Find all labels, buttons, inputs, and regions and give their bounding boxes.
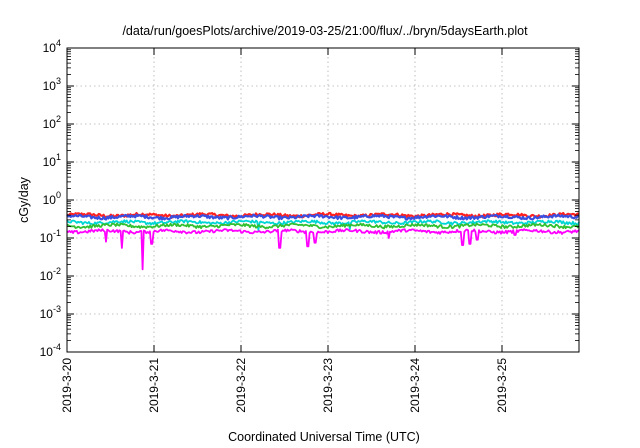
y-tick-label: 102 (43, 114, 61, 131)
x-axis-label: Coordinated Universal Time (UTC) (228, 430, 420, 444)
series-line-0 (66, 211, 580, 219)
series-line-4 (66, 228, 580, 271)
x-tick-label: 2019-3-23 (321, 358, 335, 413)
y-tick-label: 10-2 (40, 266, 61, 283)
y-tick-label: 10-3 (40, 304, 61, 321)
x-tick-label: 2019-3-20 (60, 358, 74, 413)
chart-title: /data/run/goesPlots/archive/2019-03-25/2… (122, 24, 528, 38)
y-tick-label: 100 (43, 190, 61, 207)
series-line-2 (66, 219, 580, 232)
y-tick-label: 103 (43, 76, 61, 93)
x-tick-label: 2019-3-21 (147, 358, 161, 413)
x-tick-label: 2019-3-25 (495, 358, 509, 413)
axis-ticks: 10-4 10-3 10-2 10-1 100 101 102 103 104 2019-3-20… (40, 38, 579, 413)
y-tick-label: 104 (43, 38, 61, 55)
plot-frame (66, 47, 580, 353)
y-axis-label: cGy/day (17, 176, 31, 223)
data-series (66, 211, 580, 271)
x-tick-label: 2019-3-24 (408, 358, 422, 413)
y-tick-label: 10-4 (40, 342, 61, 359)
y-tick-label: 101 (43, 152, 61, 169)
series-line-3 (66, 222, 580, 230)
series-line-1 (66, 213, 580, 221)
grid-lines (67, 48, 579, 352)
y-tick-label: 10-1 (40, 228, 61, 245)
x-tick-label: 2019-3-22 (234, 358, 248, 413)
